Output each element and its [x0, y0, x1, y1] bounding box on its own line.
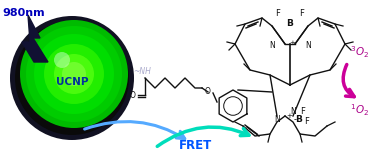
FancyArrowPatch shape: [85, 122, 185, 139]
Circle shape: [62, 62, 86, 86]
Text: O: O: [205, 88, 211, 97]
Text: B: B: [296, 116, 302, 124]
Text: +: +: [289, 40, 295, 46]
Text: 980nm: 980nm: [2, 8, 45, 18]
Text: UCNP: UCNP: [56, 77, 88, 87]
Circle shape: [54, 54, 94, 94]
Text: F: F: [276, 9, 280, 19]
Text: FRET: FRET: [178, 139, 212, 152]
Circle shape: [20, 20, 128, 128]
Text: N: N: [274, 116, 280, 124]
Text: $^1$O$_2$: $^1$O$_2$: [350, 102, 369, 118]
Text: N: N: [305, 40, 311, 50]
FancyArrowPatch shape: [157, 127, 249, 146]
Circle shape: [34, 34, 114, 114]
Circle shape: [26, 26, 122, 122]
Text: N: N: [269, 40, 275, 50]
Text: F: F: [301, 107, 305, 116]
Text: N: N: [290, 107, 296, 116]
Text: -: -: [293, 116, 296, 124]
Text: F: F: [305, 117, 310, 126]
Text: F: F: [299, 9, 304, 19]
Circle shape: [10, 16, 134, 140]
Circle shape: [15, 21, 129, 135]
Text: $^3$O$_2$: $^3$O$_2$: [350, 44, 369, 60]
Polygon shape: [22, 15, 48, 62]
Text: ~NH: ~NH: [133, 67, 151, 76]
Text: O: O: [130, 92, 136, 100]
Text: +: +: [286, 113, 292, 119]
Text: B: B: [287, 19, 293, 29]
Circle shape: [44, 44, 104, 104]
FancyArrowPatch shape: [343, 64, 354, 97]
Circle shape: [54, 52, 70, 68]
